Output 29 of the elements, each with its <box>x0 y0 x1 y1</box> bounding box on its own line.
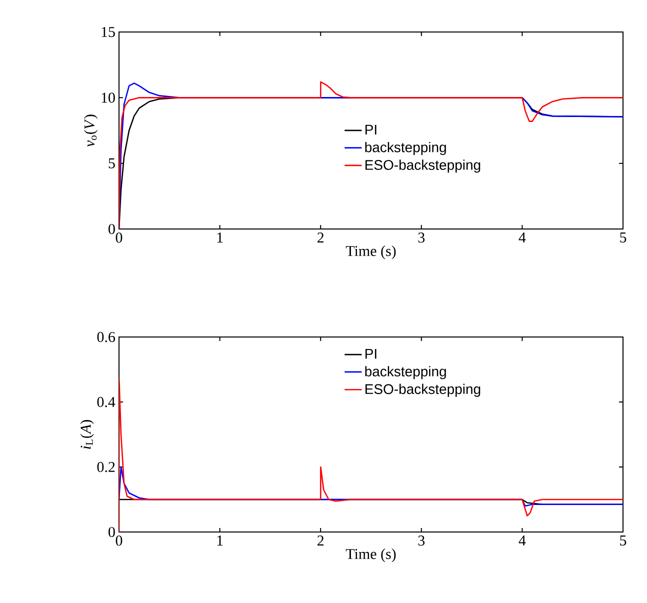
y-tick-label: 5 <box>108 158 115 168</box>
x-tick-label: 2 <box>318 232 324 242</box>
x-axis-title: Time (s) <box>346 246 396 260</box>
x-tick-label: 4 <box>518 232 526 242</box>
legend-label: backstepping <box>365 142 446 156</box>
x-tick-label: 5 <box>620 536 626 546</box>
y-tick-label: 0 <box>108 224 115 234</box>
legend-label: PI <box>365 124 376 134</box>
y-tick-label: 0 <box>108 526 115 538</box>
x-tick-label: 3 <box>418 232 425 243</box>
x-tick-label: 5 <box>620 232 626 242</box>
x-tick-label: 2 <box>318 536 324 546</box>
legend-label: PI <box>365 349 376 359</box>
y-tick-label: 0.6 <box>97 332 116 342</box>
x-tick-label: 4 <box>518 536 526 546</box>
y-tick-label: 0.4 <box>97 396 116 408</box>
x-tick-label: 0 <box>116 536 122 546</box>
legend-label: ESO-backstepping <box>365 160 480 173</box>
y-tick-label: 15 <box>102 26 115 38</box>
x-tick-label: 0 <box>116 232 122 243</box>
x-tick-label: 3 <box>418 536 425 546</box>
y-tick-label: 0.2 <box>97 462 115 472</box>
x-tick-label: 1 <box>217 232 223 242</box>
x-axis-title: Time (s) <box>346 548 396 562</box>
legend-label: ESO-backstepping <box>365 384 480 397</box>
y-tick-label: 10 <box>102 92 115 103</box>
legend-label: backstepping <box>365 366 446 380</box>
x-tick-label: 1 <box>217 536 223 546</box>
y-axis-title: v$_{o}$(V) <box>84 114 98 147</box>
